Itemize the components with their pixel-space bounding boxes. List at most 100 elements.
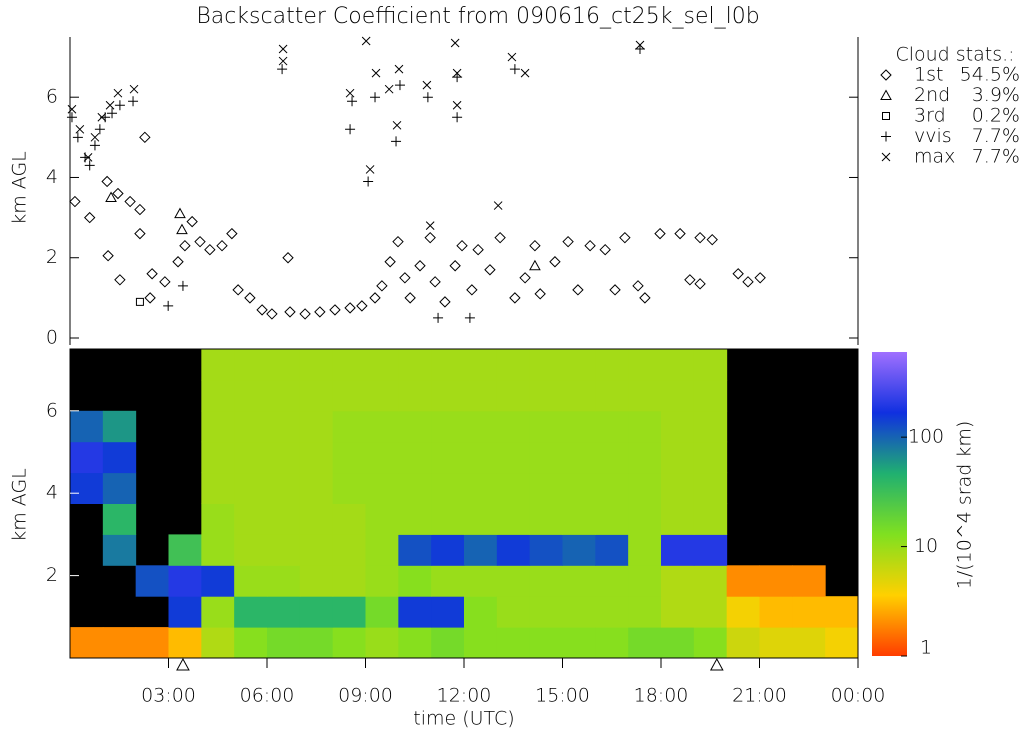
cell: [234, 379, 268, 412]
cell: [792, 596, 826, 628]
point: [356, 300, 368, 312]
point: [694, 278, 706, 290]
cell: [693, 565, 728, 597]
point: [562, 235, 574, 248]
legend-label: 2nd: [914, 84, 950, 106]
cell: [102, 503, 137, 535]
point: [278, 56, 288, 66]
x-tick-label: 06:00: [240, 685, 295, 707]
point: [107, 108, 118, 119]
point: [494, 231, 506, 244]
point: [177, 280, 188, 291]
point: [572, 284, 584, 296]
cell: [661, 379, 695, 412]
point: [706, 233, 718, 246]
cell: [496, 472, 531, 504]
cell: [234, 441, 268, 474]
cell: [168, 627, 202, 659]
cell: [431, 472, 465, 504]
point: [159, 276, 171, 288]
point: [89, 140, 100, 151]
point: [204, 243, 216, 256]
point: [376, 280, 388, 292]
point: [134, 227, 146, 240]
y-tick-label: 4: [46, 482, 58, 504]
cell: [299, 627, 334, 659]
point: [429, 276, 441, 288]
cell: [102, 534, 137, 566]
point: [102, 250, 114, 262]
cell: [267, 379, 301, 412]
cell: [70, 441, 104, 474]
cell: [529, 596, 563, 628]
cell: [529, 441, 563, 474]
x-axis-label: time (UTC): [413, 708, 514, 730]
cell: [299, 349, 334, 381]
colorbar: [872, 352, 907, 656]
cell: [201, 503, 235, 535]
cell: [529, 503, 563, 535]
cell: [267, 472, 301, 504]
point: [314, 306, 326, 318]
cell: [431, 534, 465, 566]
point: [83, 153, 93, 162]
cell: [529, 472, 563, 504]
cell: [693, 534, 728, 566]
cell: [70, 410, 104, 443]
point: [414, 260, 426, 272]
point: [369, 292, 381, 304]
cell: [496, 379, 531, 412]
cell: [595, 349, 629, 381]
cell: [365, 349, 399, 381]
cell: [693, 379, 728, 412]
cell: [595, 565, 629, 597]
cell: [431, 503, 465, 535]
cell: [431, 441, 465, 474]
cell: [365, 472, 399, 504]
y-tick-label: 6: [46, 399, 58, 421]
point: [83, 211, 96, 224]
point: [266, 308, 278, 320]
cell: [168, 565, 202, 597]
cell: [693, 441, 728, 474]
cell: [234, 627, 268, 659]
y-axis-label: km AGL: [9, 468, 31, 542]
point: [174, 207, 186, 219]
cell: [825, 596, 859, 628]
point: [635, 40, 645, 50]
cell: [464, 565, 498, 597]
cell: [398, 627, 432, 659]
cell: [398, 596, 432, 628]
point: [232, 284, 244, 296]
point: [244, 292, 256, 304]
point: [101, 175, 113, 188]
point: [72, 132, 83, 143]
legend-symbol: [882, 112, 890, 120]
cell: [201, 441, 235, 474]
point: [172, 256, 184, 268]
cell: [365, 410, 399, 443]
point: [114, 100, 125, 111]
y-tick-label: 4: [46, 166, 58, 188]
cell: [332, 441, 366, 474]
point: [509, 292, 521, 304]
cell: [562, 379, 596, 412]
cell: [464, 596, 498, 628]
point: [425, 221, 435, 230]
cell: [201, 410, 235, 443]
point: [754, 272, 766, 284]
cell: [496, 349, 531, 381]
cell: [267, 627, 301, 659]
cell: [135, 565, 169, 597]
x-tick-label: 12:00: [437, 685, 492, 707]
marker: [709, 657, 724, 671]
cell: [135, 627, 169, 659]
cell: [299, 534, 334, 566]
point: [163, 300, 174, 311]
point: [97, 112, 107, 122]
cell: [628, 410, 662, 443]
cell: [562, 503, 596, 535]
cell: [398, 379, 432, 412]
colorbar-label: 1/(10^4 srad km): [954, 421, 976, 590]
cell: [431, 410, 465, 443]
